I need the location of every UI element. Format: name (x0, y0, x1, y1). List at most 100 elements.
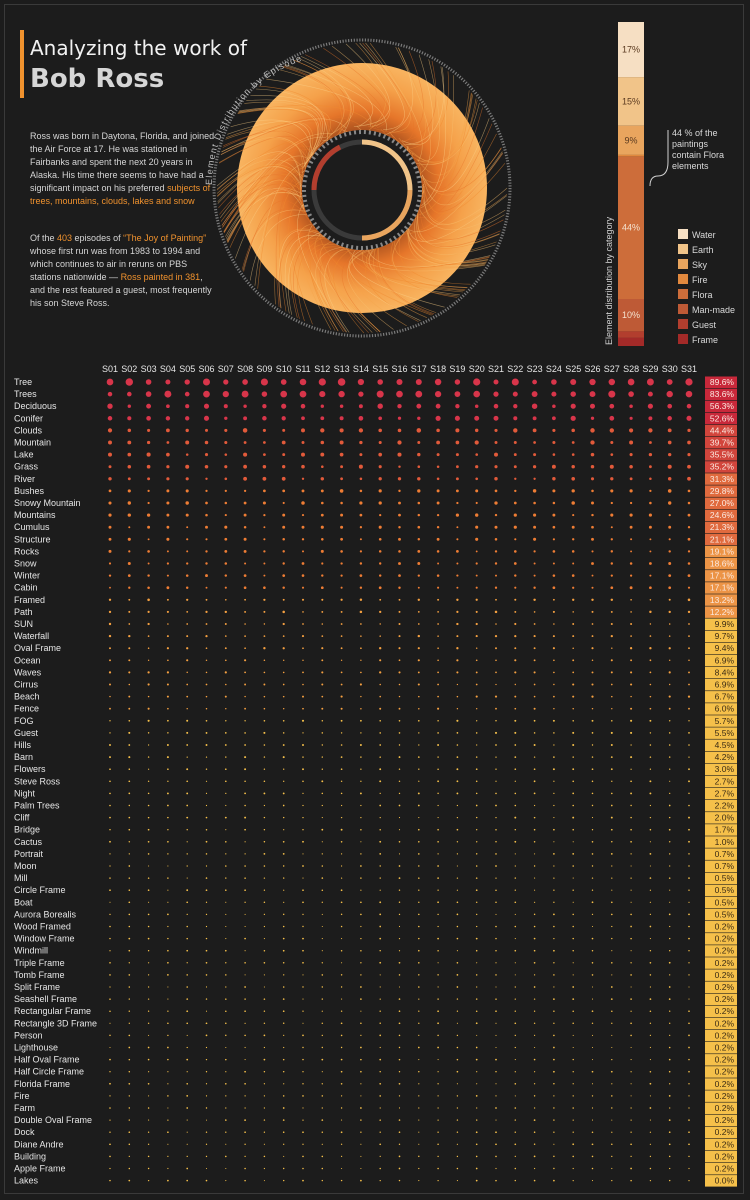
heatmap-dot (320, 525, 324, 529)
heatmap-dot (224, 501, 228, 505)
percentage-cell (705, 1126, 737, 1139)
heatmap-dot (360, 768, 362, 770)
heatmap-dot (398, 817, 401, 819)
percentage-cell (705, 703, 737, 715)
ribbon-line (395, 46, 431, 173)
heatmap-dot (511, 378, 519, 386)
heatmap-dot (514, 1046, 516, 1049)
heatmap-dot (379, 1070, 381, 1073)
heatmap-dot (456, 865, 458, 867)
heatmap-dot (669, 853, 671, 855)
heatmap-dot (456, 574, 459, 577)
heatmap-dot (572, 792, 575, 795)
heatmap-dot (495, 889, 497, 891)
heatmap-dot (686, 415, 692, 421)
heatmap-dot (611, 1010, 613, 1012)
heatmap-dot (688, 828, 690, 831)
heatmap-dot (648, 428, 653, 433)
title-accent-bar (20, 30, 24, 98)
ribbon-line (297, 223, 332, 330)
heatmap-dot (147, 780, 150, 782)
heatmap-dot (359, 501, 363, 505)
heatmap-dot (109, 756, 111, 759)
heatmap-dot (379, 840, 382, 843)
element-label: Cirrus (14, 680, 38, 690)
heatmap-dot (456, 1034, 459, 1037)
ribbon-line (222, 170, 301, 228)
heatmap-dot (649, 707, 652, 710)
heatmap-dot (649, 562, 652, 565)
heatmap-dot (321, 1071, 323, 1073)
heatmap-dot (648, 525, 652, 529)
heatmap-dot (283, 1143, 285, 1145)
heatmap-dot (611, 708, 613, 710)
heatmap-dot (302, 925, 304, 928)
heatmap-dot (591, 1010, 594, 1013)
heatmap-dot (572, 901, 574, 903)
heatmap-dot (649, 1059, 651, 1061)
element-label: Conifer (14, 413, 43, 423)
heatmap-dot (514, 744, 517, 746)
heatmap-dot (572, 611, 574, 613)
heatmap-dot (687, 464, 691, 469)
heatmap-dot (456, 1022, 458, 1024)
heatmap-dot (186, 974, 188, 976)
heatmap-dot (437, 1022, 439, 1025)
heatmap-dot (167, 1155, 169, 1158)
heatmap-dot (630, 865, 632, 867)
heatmap-dot (263, 1022, 266, 1025)
heatmap-dot (263, 550, 266, 553)
intro-text: episodes of (72, 233, 124, 243)
heatmap-dot (225, 865, 227, 867)
heatmap-dot (379, 768, 382, 771)
heatmap-dot (186, 804, 189, 807)
heatmap-dot (418, 1059, 420, 1061)
heatmap-dot (147, 1082, 150, 1085)
ribbon-line (423, 185, 508, 225)
heatmap-dot (244, 877, 246, 879)
heatmap-dot (398, 756, 401, 759)
heatmap-dot (455, 440, 460, 445)
heatmap-dot (417, 1046, 420, 1049)
heatmap-dot (225, 998, 227, 1000)
season-label: S21 (488, 364, 504, 374)
heatmap-dot (302, 840, 304, 843)
heatmap-dot (417, 719, 420, 722)
percentage-label: 5.7% (715, 716, 735, 726)
heatmap-dot (147, 501, 150, 505)
heatmap-dot (495, 1155, 497, 1158)
heatmap-dot (611, 780, 613, 782)
heatmap-dot (456, 1095, 459, 1097)
ribbon-line (401, 54, 434, 145)
heatmap-dot (263, 719, 266, 722)
element-label: Bridge (14, 825, 40, 835)
heatmap-dot (649, 828, 652, 831)
heatmap-dot (688, 853, 690, 855)
heatmap-dot (379, 1034, 382, 1037)
ribbon-line (222, 116, 362, 148)
percentage-cell (705, 812, 737, 824)
percentage-label: 0.2% (715, 1006, 735, 1016)
heatmap-dot (667, 403, 673, 409)
heatmap-dot (572, 853, 575, 855)
heatmap-dot (572, 659, 575, 662)
heatmap-dot (513, 501, 517, 505)
heatmap-dot (629, 464, 633, 469)
percentage-cell (705, 485, 737, 497)
heatmap-dot (630, 962, 632, 964)
heatmap-dot (321, 1119, 324, 1121)
heatmap-dot (611, 865, 613, 867)
heatmap-dot (360, 937, 362, 940)
heatmap-dot (244, 974, 246, 976)
heatmap-dot (610, 683, 613, 686)
heatmap-dot (321, 1083, 323, 1085)
heatmap-dot (572, 877, 574, 879)
heatmap-dot (302, 671, 304, 674)
heatmap-dot (513, 465, 517, 469)
heatmap-dot (553, 1167, 555, 1170)
heatmap-dot (109, 853, 111, 855)
heatmap-dot (340, 1022, 343, 1025)
legend-swatch (678, 244, 688, 254)
heatmap-dot (340, 659, 343, 661)
heatmap-dot (301, 464, 305, 469)
